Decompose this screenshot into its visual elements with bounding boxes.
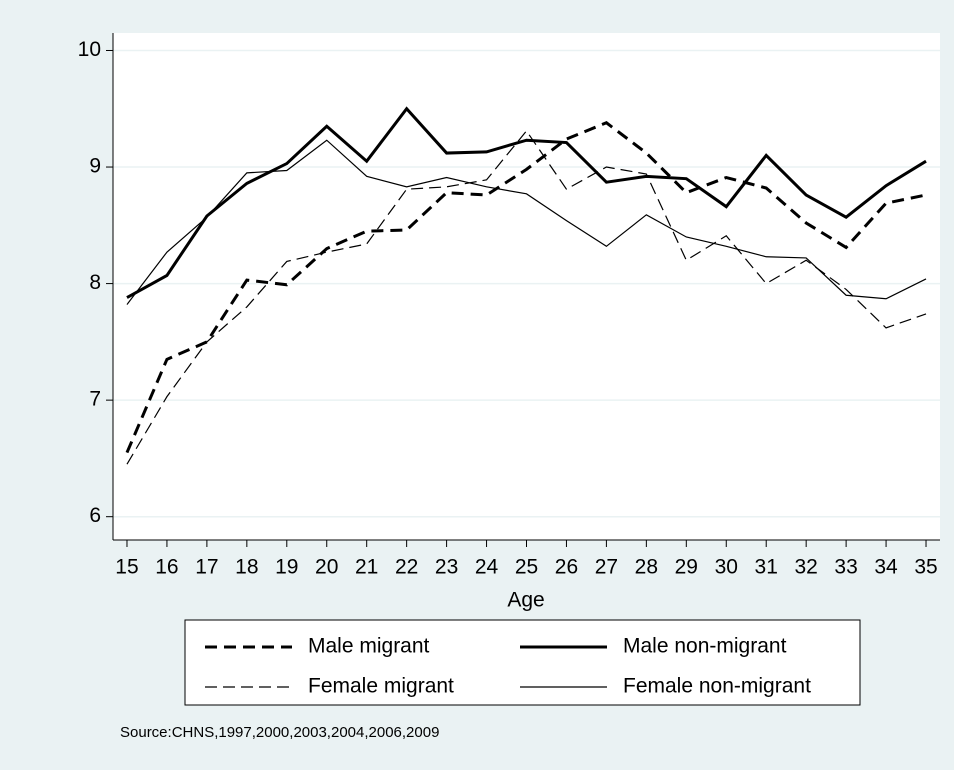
series-line (126, 129, 927, 465)
x-axis-title: Age (507, 589, 544, 612)
x-tick-label: 33 (834, 556, 857, 579)
x-tick-label: 17 (195, 556, 218, 579)
x-tick-label: 29 (675, 556, 698, 579)
y-tick-label: 7 (89, 388, 101, 411)
legend-label: Male migrant (308, 635, 430, 658)
x-tick-label: 23 (435, 556, 458, 579)
x-tick-label: 21 (355, 556, 378, 579)
legend-box (184, 619, 861, 706)
x-tick-label: 16 (155, 556, 178, 579)
plot-area (113, 33, 940, 540)
x-tick-label: 27 (595, 556, 618, 579)
x-tick-label: 25 (515, 556, 538, 579)
y-tick-label: 9 (89, 155, 101, 178)
x-tick-label: 31 (755, 556, 778, 579)
x-tick-label: 32 (794, 556, 817, 579)
x-tick-label: 20 (315, 556, 338, 579)
y-tick-label: 6 (89, 504, 101, 527)
x-tick-label: 30 (715, 556, 738, 579)
y-tick-label: 10 (78, 38, 101, 61)
x-tick-label: 26 (555, 556, 578, 579)
y-tick-label: 8 (89, 271, 101, 294)
x-tick-label: 22 (395, 556, 418, 579)
x-tick-label: 35 (914, 556, 937, 579)
x-tick-label: 34 (874, 556, 898, 579)
x-tick-label: 15 (115, 556, 138, 579)
series-line (126, 106, 927, 299)
x-tick-label: 24 (475, 556, 499, 579)
legend-label: Female migrant (308, 675, 454, 698)
x-tick-label: 28 (635, 556, 658, 579)
legend-label: Female non-migrant (623, 675, 811, 698)
legend-label: Male non-migrant (623, 635, 787, 658)
series-line (126, 139, 927, 305)
x-tick-label: 18 (235, 556, 258, 579)
x-tick-label: 19 (275, 556, 298, 579)
source-note: Source:CHNS,1997,2000,2003,2004,2006,200… (120, 724, 439, 741)
series-line (125, 121, 927, 454)
